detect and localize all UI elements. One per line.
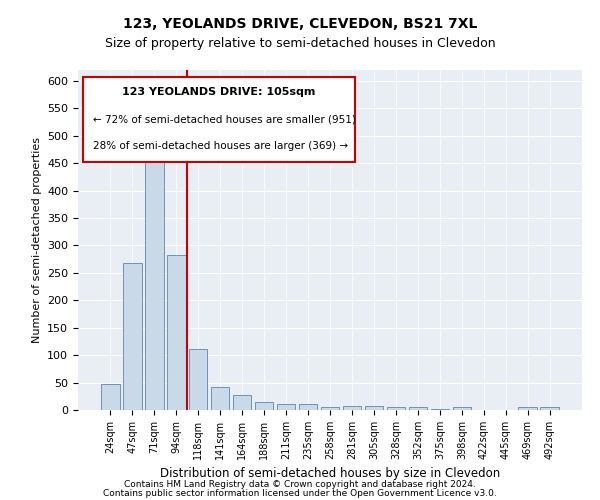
Bar xyxy=(233,395,251,410)
Bar xyxy=(386,408,405,410)
X-axis label: Distribution of semi-detached houses by size in Clevedon: Distribution of semi-detached houses by … xyxy=(160,468,500,480)
Bar xyxy=(255,402,274,410)
Bar xyxy=(145,137,164,410)
Text: 123 YEOLANDS DRIVE: 105sqm: 123 YEOLANDS DRIVE: 105sqm xyxy=(122,87,316,97)
Bar xyxy=(452,408,471,410)
Bar xyxy=(123,263,142,410)
Bar xyxy=(299,404,317,410)
Bar xyxy=(189,348,208,410)
Text: Size of property relative to semi-detached houses in Clevedon: Size of property relative to semi-detach… xyxy=(104,38,496,51)
Y-axis label: Number of semi-detached properties: Number of semi-detached properties xyxy=(32,137,41,343)
Bar xyxy=(320,408,340,410)
Bar xyxy=(101,384,119,410)
Bar xyxy=(343,406,361,410)
Bar xyxy=(518,408,537,410)
Bar xyxy=(409,408,427,410)
Bar xyxy=(365,406,383,410)
Bar xyxy=(277,404,295,410)
Bar xyxy=(541,408,559,410)
Bar xyxy=(211,387,229,410)
Text: ← 72% of semi-detached houses are smaller (951): ← 72% of semi-detached houses are smalle… xyxy=(93,114,356,124)
Bar xyxy=(167,255,185,410)
Text: Contains public sector information licensed under the Open Government Licence v3: Contains public sector information licen… xyxy=(103,488,497,498)
Text: 123, YEOLANDS DRIVE, CLEVEDON, BS21 7XL: 123, YEOLANDS DRIVE, CLEVEDON, BS21 7XL xyxy=(123,18,477,32)
FancyBboxPatch shape xyxy=(83,77,355,162)
Text: 28% of semi-detached houses are larger (369) →: 28% of semi-detached houses are larger (… xyxy=(93,142,348,152)
Text: Contains HM Land Registry data © Crown copyright and database right 2024.: Contains HM Land Registry data © Crown c… xyxy=(124,480,476,489)
